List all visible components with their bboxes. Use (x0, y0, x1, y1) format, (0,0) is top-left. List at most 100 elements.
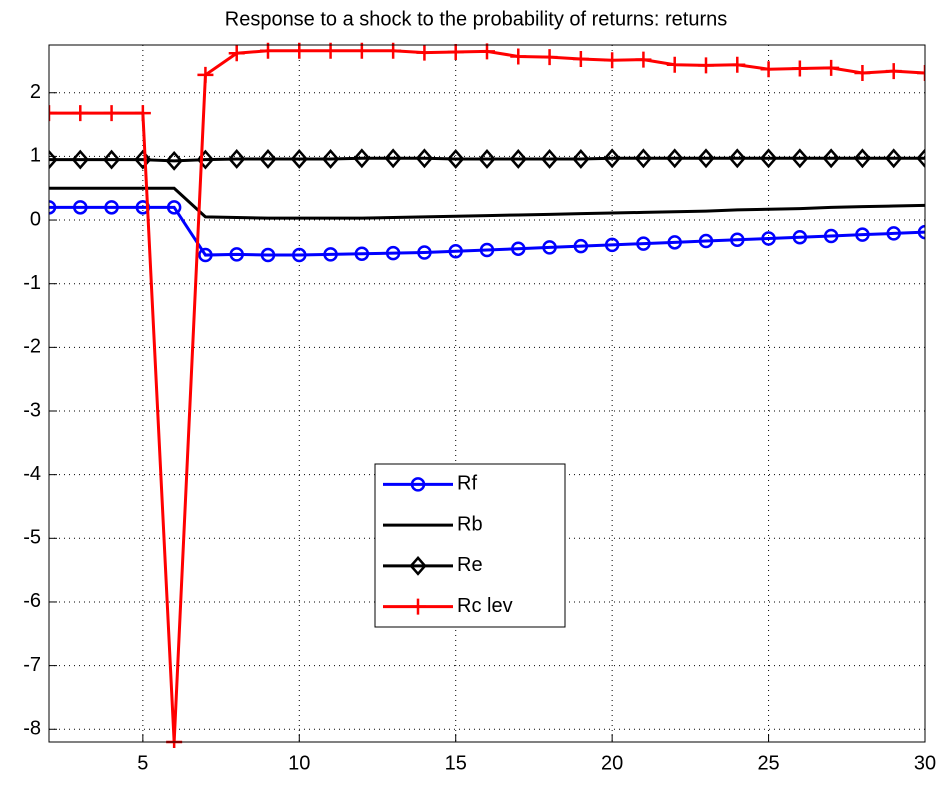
marker (409, 555, 427, 576)
marker (572, 51, 589, 68)
marker (229, 247, 244, 262)
marker (448, 243, 463, 259)
marker (541, 49, 558, 66)
marker (698, 57, 714, 74)
y-tick-label: -1 (23, 272, 41, 294)
y-tick-label: -4 (23, 463, 41, 485)
marker (49, 149, 58, 170)
marker (198, 247, 213, 263)
marker (572, 149, 590, 169)
marker (290, 149, 308, 169)
marker (761, 231, 776, 246)
marker (697, 148, 715, 169)
x-tick-label: 10 (288, 752, 310, 774)
marker (134, 105, 151, 122)
marker (853, 148, 872, 169)
y-tick-label: -2 (23, 336, 41, 358)
y-tick-label: 1 (30, 145, 41, 167)
marker (728, 148, 746, 169)
marker (102, 149, 121, 170)
marker (479, 242, 495, 258)
marker (509, 149, 527, 169)
marker (410, 598, 426, 615)
marker (104, 200, 119, 215)
marker (447, 44, 464, 61)
series-line (49, 186, 925, 220)
x-tick-label: 25 (757, 752, 779, 774)
marker (634, 148, 653, 169)
legend-label: Rf (457, 473, 477, 495)
marker (49, 105, 57, 122)
marker (822, 148, 840, 169)
marker (228, 45, 245, 62)
marker (416, 44, 433, 61)
marker (791, 60, 808, 77)
marker (666, 148, 684, 169)
marker (729, 56, 746, 73)
marker (917, 224, 925, 240)
x-tick-label: 15 (445, 752, 467, 774)
marker (917, 65, 925, 82)
marker (792, 229, 808, 245)
legend-label: Rc lev (457, 595, 513, 617)
marker (854, 65, 871, 82)
y-tick-label: -7 (23, 654, 41, 676)
y-tick-label: -8 (23, 718, 41, 740)
marker (760, 61, 777, 78)
marker (540, 149, 559, 169)
marker (292, 247, 307, 263)
marker (635, 51, 652, 68)
legend-label: Re (457, 554, 483, 576)
marker (511, 241, 526, 256)
x-tick-label: 30 (914, 752, 936, 774)
marker (479, 43, 495, 60)
marker (885, 63, 902, 80)
marker (134, 149, 152, 170)
marker (573, 238, 589, 254)
marker (759, 148, 778, 169)
marker (604, 52, 621, 69)
marker (321, 149, 340, 169)
marker (666, 56, 683, 73)
x-tick-label: 5 (137, 752, 148, 774)
marker (166, 200, 182, 215)
marker (510, 48, 527, 65)
chart-title: Response to a shock to the probability o… (225, 8, 728, 30)
marker (197, 66, 214, 83)
marker (823, 59, 840, 76)
marker (384, 148, 402, 169)
marker (730, 232, 745, 248)
series-line (49, 156, 925, 163)
x-tick-label: 20 (601, 752, 623, 774)
series-line (49, 205, 925, 257)
y-tick-label: 0 (30, 208, 41, 230)
marker (447, 149, 465, 169)
marker (165, 150, 183, 171)
marker (478, 149, 496, 169)
marker (73, 200, 88, 215)
marker (698, 233, 714, 249)
y-tick-label: -5 (23, 527, 41, 549)
plot-lines (49, 42, 925, 748)
marker (855, 227, 870, 242)
marker (823, 228, 839, 244)
marker (71, 149, 89, 170)
marker (228, 149, 246, 169)
legend-label: Rb (457, 513, 483, 535)
marker (667, 235, 682, 250)
marker (885, 148, 903, 169)
marker (103, 105, 120, 122)
marker (415, 148, 434, 169)
marker (259, 149, 277, 169)
marker (354, 246, 370, 262)
marker (323, 247, 338, 262)
marker (260, 247, 276, 263)
marker (417, 245, 432, 260)
legend-box (374, 463, 566, 628)
marker (410, 477, 426, 492)
marker (886, 226, 901, 241)
marker (636, 236, 651, 251)
